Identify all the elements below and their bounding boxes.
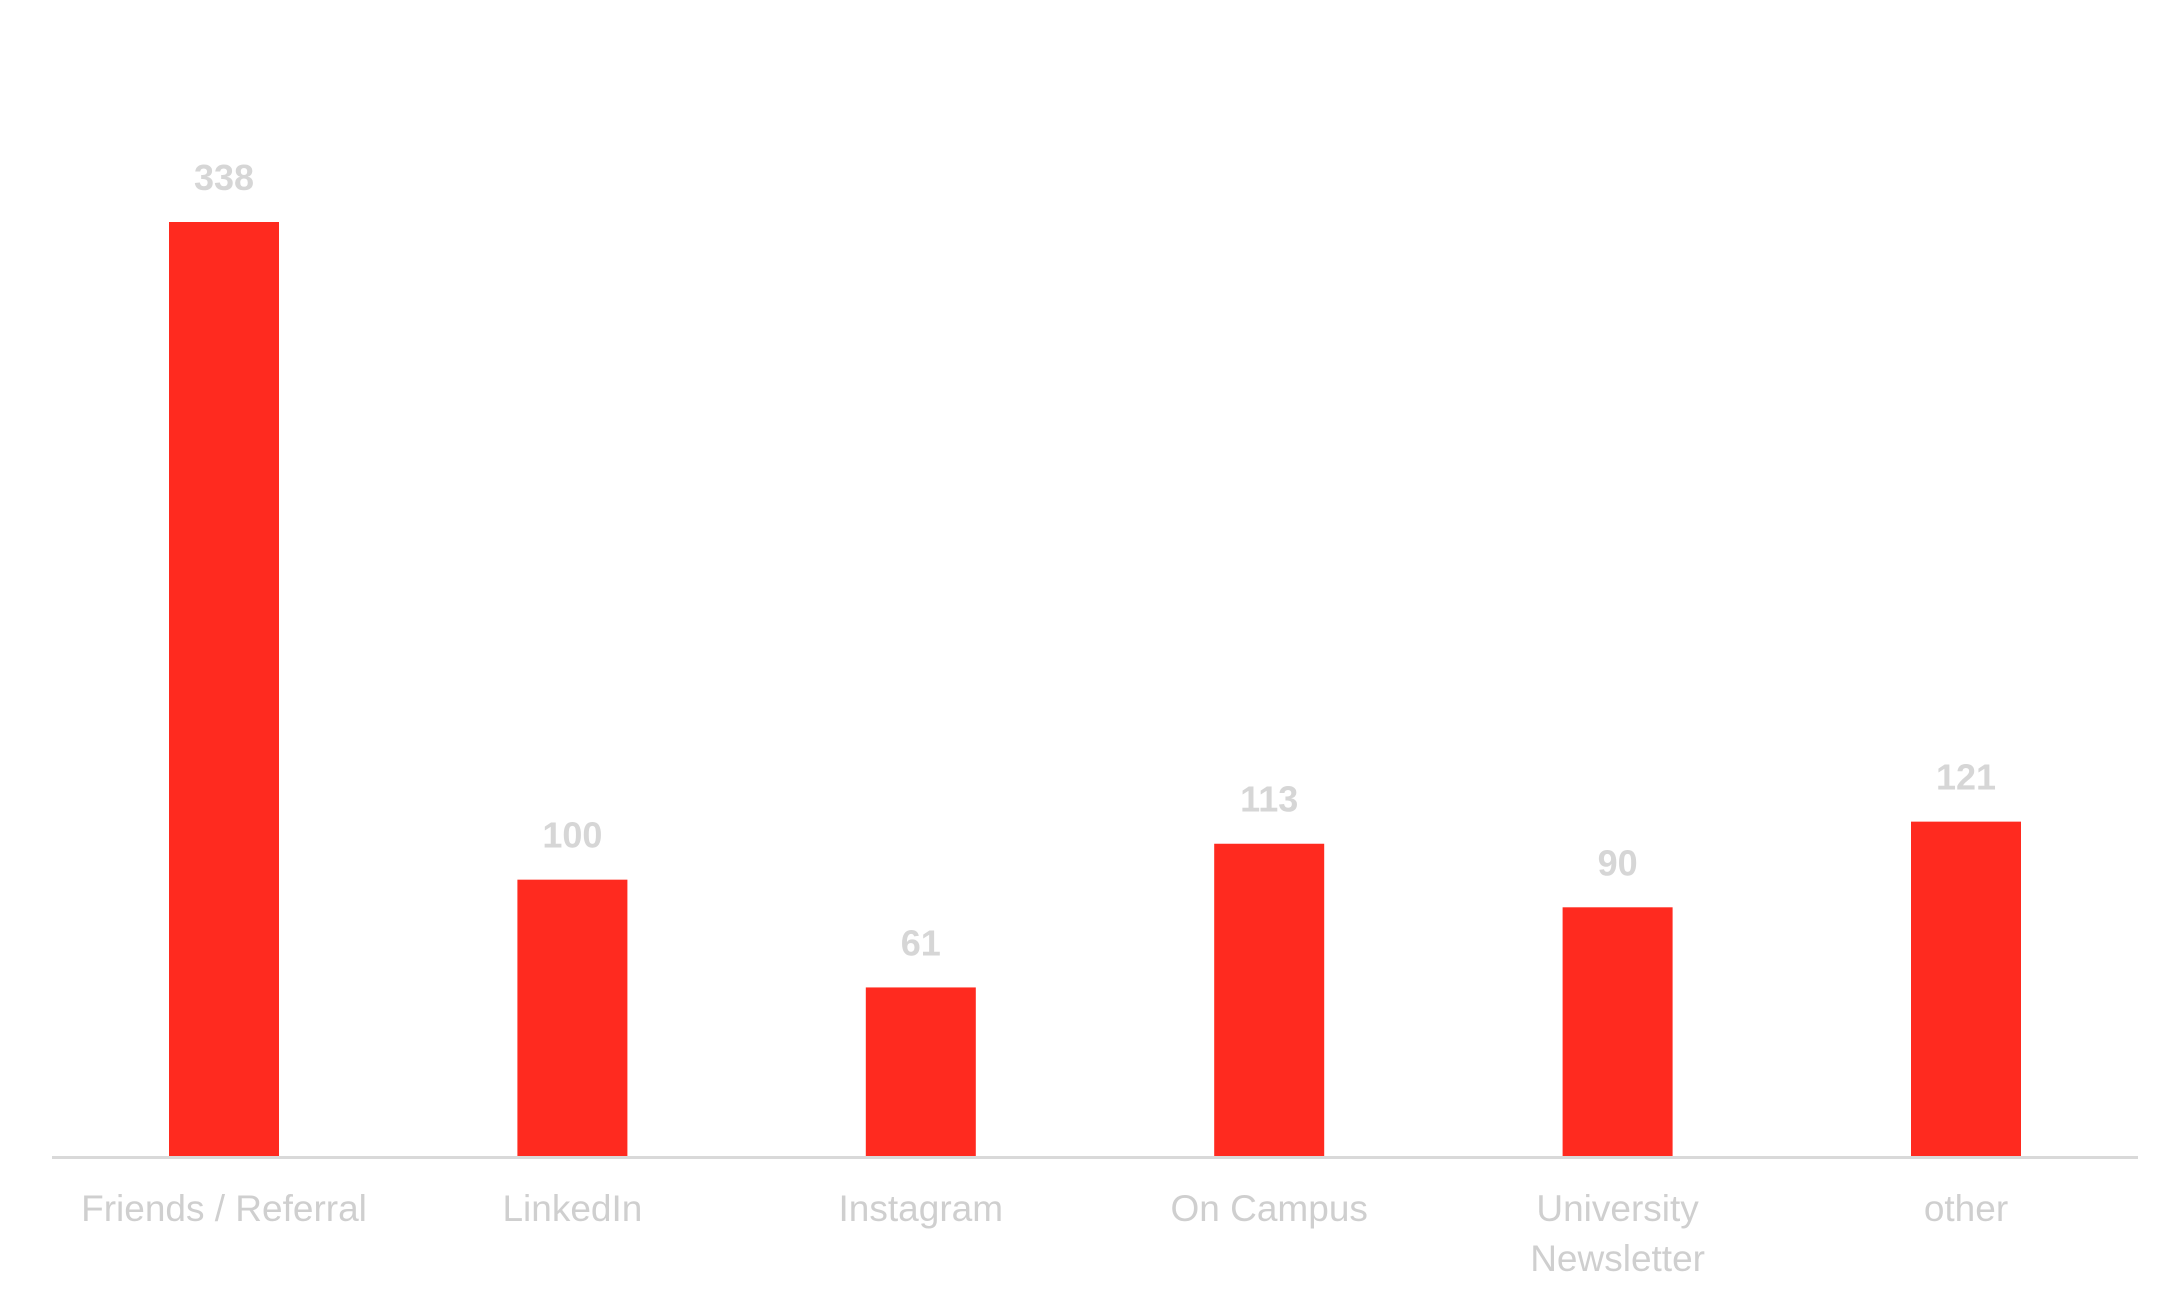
x-tick-label-line: LinkedIn — [502, 1188, 642, 1229]
data-label: 338 — [194, 157, 254, 198]
x-tick-label: Instagram — [839, 1188, 1004, 1229]
x-tick-label-line: other — [1924, 1188, 2008, 1229]
bar — [1562, 907, 1673, 1156]
x-tick-label: Friends / Referral — [81, 1188, 367, 1229]
bar — [517, 879, 628, 1156]
data-label: 61 — [901, 922, 941, 963]
x-tick-label-line: Friends / Referral — [81, 1188, 367, 1229]
x-tick-label-line: On Campus — [1170, 1188, 1367, 1229]
bar — [169, 222, 279, 1156]
x-tick-labels-group: Friends / Referral LinkedIn Instagram On Ca… — [81, 1188, 2008, 1279]
x-tick-label: University Newsletter — [1530, 1188, 1705, 1279]
bars-group — [169, 222, 2021, 1156]
x-tick-label: other — [1924, 1188, 2008, 1229]
x-tick-label-line: University — [1536, 1188, 1699, 1229]
x-tick-label-line: Instagram — [839, 1188, 1004, 1229]
bar — [1911, 821, 2021, 1156]
bar — [865, 987, 976, 1156]
x-tick-label-line: Newsletter — [1530, 1238, 1705, 1279]
data-label: 90 — [1598, 842, 1638, 883]
data-label: 100 — [542, 815, 602, 856]
data-label: 113 — [1240, 779, 1298, 820]
x-tick-label: On Campus — [1170, 1188, 1367, 1229]
bar — [1214, 843, 1325, 1156]
data-label: 121 — [1936, 757, 1996, 798]
x-tick-label: LinkedIn — [502, 1188, 642, 1229]
data-labels-group: 338 100 61 113 90 121 — [194, 157, 1996, 963]
